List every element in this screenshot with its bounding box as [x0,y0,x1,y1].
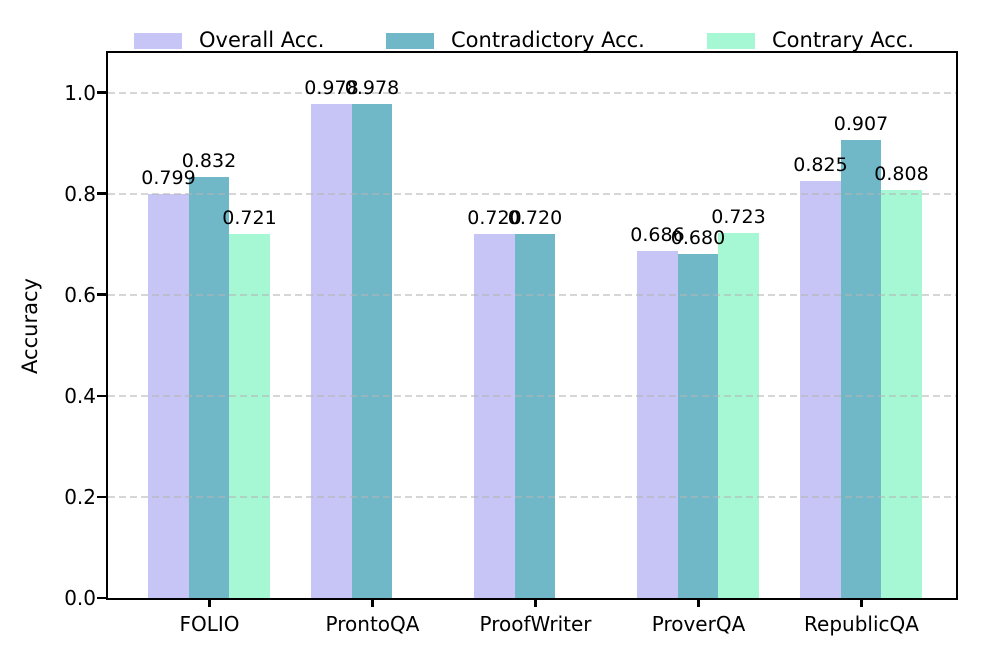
x-tick-label-ProntoQA: ProntoQA [325,612,420,636]
y-tick-label-1.0: 1.0 [64,80,96,105]
bar-RepublicQA-contrary-acc- [881,189,922,598]
bar-ProverQA-contrary-acc- [718,232,759,598]
bar-value-label: 0.808 [874,162,929,185]
legend-label-contradictory: Contradictory Acc. [451,28,645,52]
plot-inner: 0.799 0.978 0.720 0.686 0.825 0.832 0.978 0.720… [108,53,956,598]
y-tick-label-0.4: 0.4 [64,383,96,408]
bar-FOLIO-contradictory-acc- [188,177,230,598]
legend-swatch-contradictory-icon [386,33,434,49]
bar-FOLIO-contrary-acc- [229,233,270,598]
chart-legend: Overall Acc. Contradictory Acc. Contrary… [0,0,996,52]
bar-ProverQA-overall-acc- [637,251,678,598]
bar-value-label: 0.799 [141,167,196,190]
gridline-y-0.6 [108,293,956,296]
x-tick-label-ProverQA: ProverQA [651,612,746,636]
bar-value-label: 0.723 [711,205,766,228]
gridline-y-1.0 [108,91,956,94]
bar-ProofWriter-overall-acc- [474,234,515,598]
legend-label-overall: Overall Acc. [199,28,325,52]
y-tick-mark-0.8 [97,192,106,195]
bar-RepublicQA-contradictory-acc- [840,139,882,598]
bar-value-label: 0.720 [467,207,522,230]
x-tick-mark-RepublicQA [860,598,863,607]
legend-swatch-contrary-icon [707,33,755,49]
legend-item-overall: Overall Acc. [134,29,325,51]
y-tick-mark-0.4 [97,394,106,398]
x-tick-label-ProofWriter: ProofWriter [479,612,592,636]
bar-RepublicQA-overall-acc- [800,180,841,598]
bar-value-label: 0.832 [181,150,237,173]
legend-item-contradictory: Contradictory Acc. [386,29,645,51]
bar-value-label: 0.978 [304,76,359,99]
plot-area: 0.799 0.978 0.720 0.686 0.825 0.832 0.978 0.720… [106,51,958,600]
x-tick-mark-FOLIO [208,598,211,607]
legend-swatch-overall-icon [134,33,182,49]
y-tick-label-0.2: 0.2 [64,484,96,509]
x-tick-label-FOLIO: FOLIO [179,612,240,636]
x-tick-mark-ProntoQA [371,598,374,607]
gridline-y-0.4 [108,394,956,397]
y-tick-mark-1.0 [97,91,106,94]
y-tick-mark-0.6 [97,293,106,296]
legend-item-contrary: Contrary Acc. [707,29,914,51]
x-tick-mark-ProofWriter [534,598,537,607]
legend-label-contrary: Contrary Acc. [772,28,915,52]
bar-value-label: 0.680 [670,227,726,250]
y-tick-label-0.0: 0.0 [64,586,96,610]
bar-ProofWriter-contradictory-acc- [514,234,556,598]
bar-value-label: 0.720 [507,207,563,230]
x-tick-mark-ProverQA [697,598,700,607]
x-tick-label-RepublicQA: RepublicQA [804,612,919,636]
bar-value-label: 0.686 [630,224,685,247]
y-tick-label-0.8: 0.8 [64,181,96,206]
bar-ProverQA-contradictory-acc- [677,254,719,598]
bar-ProntoQA-contradictory-acc- [351,103,393,598]
y-tick-mark-0.2 [97,495,106,499]
gridline-y-0.2 [108,495,956,498]
bar-value-label: 0.978 [344,76,400,99]
bar-value-label: 0.825 [793,153,848,176]
gridline-y-0.8 [108,192,956,195]
bar-ProntoQA-overall-acc- [311,103,352,598]
bar-value-label: 0.721 [222,206,277,229]
bar-value-label: 0.907 [833,112,889,135]
y-tick-mark-0.0 [97,596,106,600]
y-tick-label-0.6: 0.6 [64,282,96,307]
